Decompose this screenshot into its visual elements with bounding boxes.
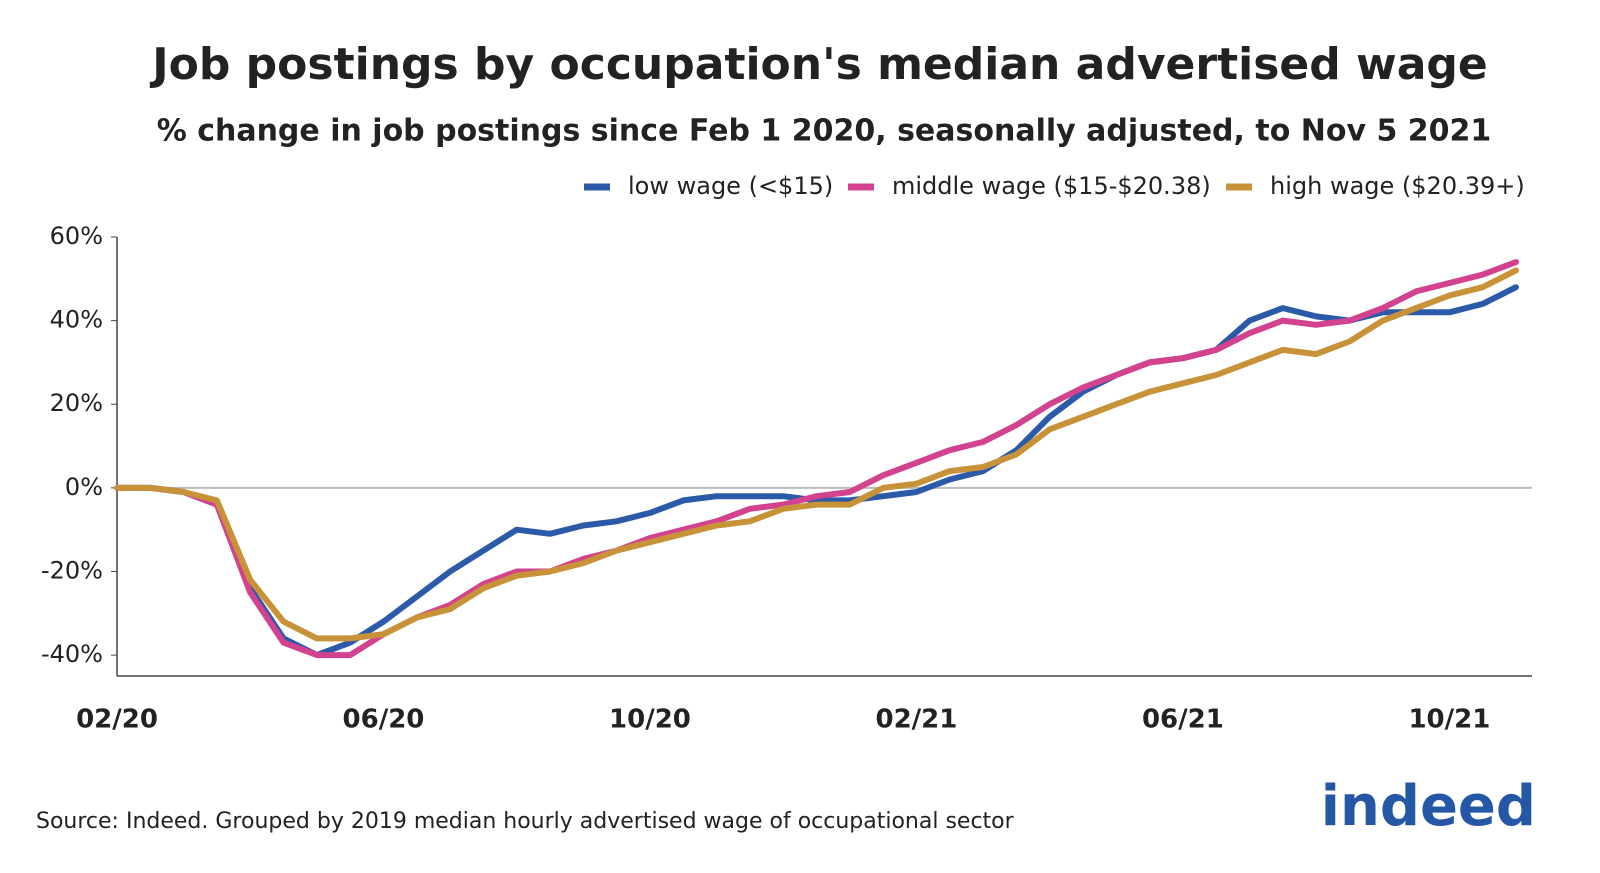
legend-label: middle wage ($15-$20.38) — [892, 172, 1211, 200]
x-tick-label: 02/21 — [875, 705, 957, 735]
source-note: Source: Indeed. Grouped by 2019 median h… — [36, 809, 1015, 834]
x-tick-label: 02/20 — [76, 705, 158, 735]
y-tick-label: -20% — [41, 556, 103, 584]
logo: indeed — [1321, 774, 1536, 839]
x-tick-label: 10/21 — [1408, 705, 1490, 735]
series-line — [114, 259, 1519, 659]
legend-label: low wage (<$15) — [628, 172, 833, 200]
y-tick-label: 40% — [50, 306, 103, 334]
y-tick-label: 20% — [50, 389, 103, 417]
y-tick-label: 60% — [50, 222, 103, 250]
legend-label: high wage ($20.39+) — [1270, 172, 1525, 200]
x-tick-label: 06/20 — [343, 705, 425, 735]
chart-subtitle: % change in job postings since Feb 1 202… — [157, 114, 1492, 149]
chart-title: Job postings by occupation's median adve… — [149, 39, 1487, 90]
x-tick-label: 10/20 — [609, 705, 691, 735]
y-tick-label: -40% — [41, 640, 103, 668]
x-tick-label: 06/21 — [1142, 705, 1224, 735]
series-line — [114, 284, 1519, 659]
series-line — [114, 267, 1519, 642]
y-tick-label: 0% — [65, 473, 103, 501]
